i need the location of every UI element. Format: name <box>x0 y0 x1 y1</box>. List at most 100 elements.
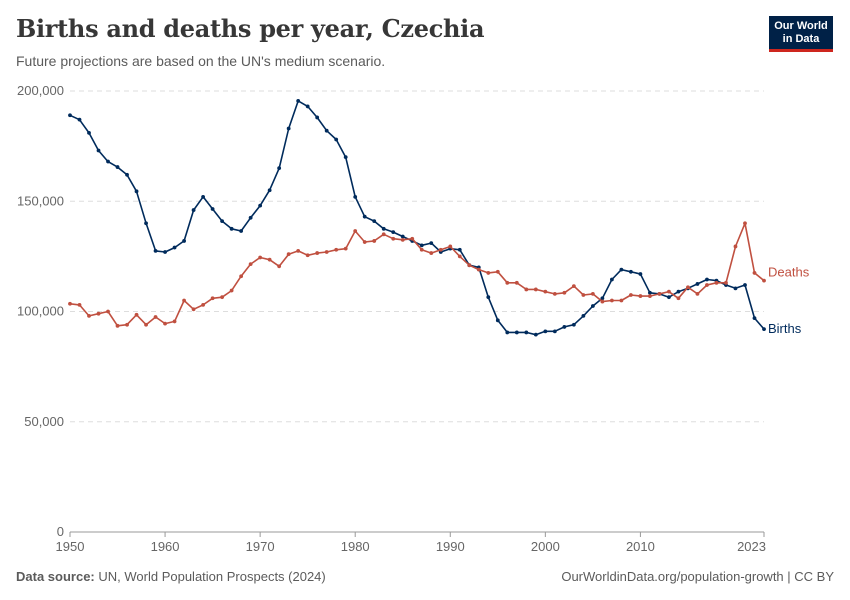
data-point-deaths <box>743 221 747 226</box>
data-point-births <box>239 229 244 233</box>
data-point-births <box>400 234 405 239</box>
data-point-deaths <box>486 271 491 275</box>
data-point-births <box>581 314 586 318</box>
label-layer: 0 50,000 100,000 150,000 200,000 1950 1960 1970… <box>17 83 810 554</box>
data-point-deaths <box>762 278 766 283</box>
data-point-deaths <box>191 307 196 312</box>
data-point-births <box>324 128 329 133</box>
data-point-deaths <box>201 302 205 307</box>
owid-logo[interactable]: Our World in Data <box>769 16 833 52</box>
data-point-deaths <box>714 280 719 285</box>
data-point-deaths <box>296 248 301 253</box>
data-point-deaths <box>657 291 662 296</box>
data-point-births <box>106 159 110 164</box>
x-tick-label: 1970 <box>246 539 275 554</box>
data-point-deaths <box>353 229 358 233</box>
data-point-deaths <box>629 293 633 297</box>
data-point-deaths <box>305 253 310 258</box>
data-point-births <box>705 277 709 282</box>
data-point-deaths <box>562 290 567 295</box>
data-point-deaths <box>724 280 728 285</box>
data-point-births <box>87 130 91 135</box>
data-point-births <box>590 304 595 308</box>
data-point-births <box>762 327 766 332</box>
data-point-deaths <box>638 294 643 298</box>
data-point-deaths <box>648 294 652 298</box>
data-point-births <box>695 282 700 286</box>
data-point-births <box>733 286 738 291</box>
data-point-births <box>115 165 120 169</box>
data-point-deaths <box>239 274 244 279</box>
data-point-deaths <box>381 232 386 237</box>
data-point-births <box>619 267 624 272</box>
data-point-births <box>419 243 424 248</box>
logo-line-1: Our World <box>774 20 828 32</box>
series-births <box>68 99 766 337</box>
data-point-deaths <box>391 236 396 241</box>
data-point-deaths <box>87 314 91 318</box>
data-point-deaths <box>590 291 595 296</box>
y-tick-label: 0 <box>57 524 64 539</box>
data-point-births <box>362 214 367 219</box>
x-tick-label: 1960 <box>151 539 180 554</box>
data-point-deaths <box>676 296 681 301</box>
data-point-deaths <box>220 295 225 300</box>
data-point-births <box>201 194 205 199</box>
data-point-deaths <box>571 284 576 289</box>
data-point-deaths <box>163 321 167 326</box>
data-point-births <box>391 230 396 235</box>
series-line-deaths <box>69 222 765 327</box>
series-label-deaths: Deaths <box>768 265 810 280</box>
data-point-deaths <box>210 296 215 301</box>
data-point-deaths <box>733 244 738 249</box>
data-point-births <box>571 322 576 327</box>
data-point-deaths <box>600 299 605 304</box>
data-point-births <box>182 239 186 243</box>
chart-title: Births and deaths per year, Czechia <box>16 14 485 43</box>
data-point-deaths <box>229 288 234 293</box>
series-layer <box>68 99 766 337</box>
data-point-deaths <box>277 264 282 269</box>
data-point-deaths <box>667 289 671 294</box>
data-point-births <box>353 194 358 199</box>
y-tick-label: 50,000 <box>24 414 64 429</box>
data-point-births <box>286 126 291 131</box>
series-label-births: Births <box>768 321 802 336</box>
data-point-deaths <box>372 239 377 243</box>
data-point-births <box>676 289 681 294</box>
data-point-deaths <box>68 301 72 306</box>
data-point-births <box>457 247 462 252</box>
x-tick-label: 1950 <box>56 539 85 554</box>
x-tick-label: 1990 <box>436 539 465 554</box>
data-point-births <box>562 325 567 329</box>
data-point-deaths <box>514 280 519 285</box>
data-point-births <box>629 269 633 274</box>
data-point-deaths <box>362 240 367 244</box>
data-point-deaths <box>686 285 690 290</box>
chart-subtitle: Future projections are based on the UN's… <box>16 53 386 69</box>
data-point-births <box>752 316 757 321</box>
data-point-deaths <box>248 262 253 266</box>
data-point-deaths <box>125 322 129 327</box>
data-point-births <box>77 117 82 122</box>
data-point-deaths <box>467 263 472 268</box>
data-point-deaths <box>619 298 624 303</box>
data-point-deaths <box>429 251 434 255</box>
data-point-births <box>267 188 272 193</box>
data-point-deaths <box>115 323 120 328</box>
data-point-deaths <box>153 315 158 319</box>
data-point-deaths <box>343 246 348 251</box>
data-point-deaths <box>705 283 709 287</box>
data-point-births <box>743 283 747 287</box>
data-point-births <box>524 330 529 335</box>
data-point-deaths <box>267 257 272 262</box>
data-point-deaths <box>77 302 82 307</box>
data-point-deaths <box>134 312 139 317</box>
source-url[interactable]: OurWorldinData.org/population-growth | C… <box>561 569 834 584</box>
data-point-deaths <box>96 311 101 316</box>
data-point-deaths <box>543 289 548 294</box>
data-point-births <box>153 248 158 253</box>
data-point-deaths <box>581 293 586 297</box>
data-point-births <box>514 330 519 335</box>
